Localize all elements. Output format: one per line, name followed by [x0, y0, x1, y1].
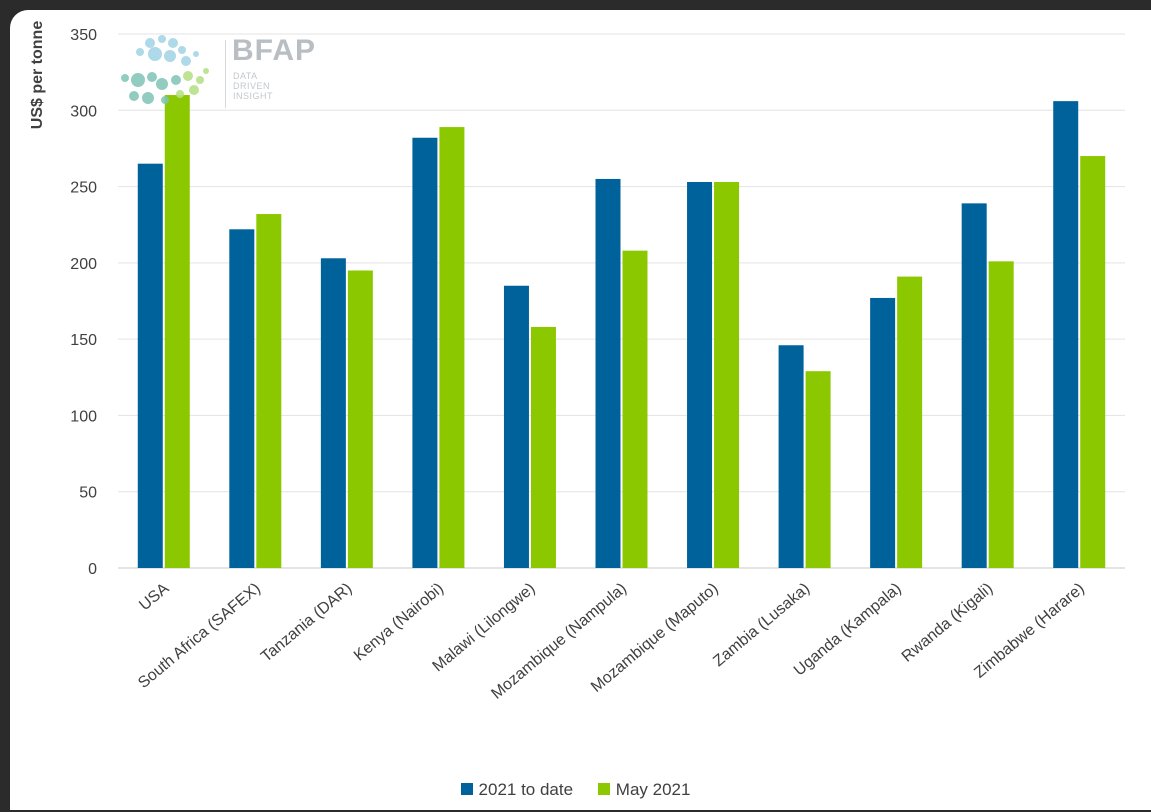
bar-series-1 [687, 181, 713, 568]
logo-tagline-line: INSIGHT [233, 91, 274, 101]
logo-brand-text: BFAP [232, 34, 317, 67]
legend-swatch [460, 782, 473, 795]
logo-tagline-line: DRIVEN [233, 81, 271, 91]
bar-series-2 [164, 95, 190, 569]
bar-series-1 [320, 258, 346, 568]
x-tick-label: Zambia (Lusaka) [710, 580, 813, 670]
y-tick-label: 0 [88, 561, 97, 578]
bar-series-2 [256, 214, 282, 568]
bar-series-2 [347, 270, 373, 568]
x-tick-label: Tanzania (DAR) [258, 580, 355, 666]
x-tick-label: USA [136, 580, 172, 614]
y-tick-label: 350 [70, 27, 97, 44]
logo-tagline-line: DATA [233, 71, 258, 81]
bar-series-2 [622, 250, 648, 568]
logo-tagline: DATA DRIVEN INSIGHT [233, 71, 273, 101]
legend-label: May 2021 [615, 780, 691, 799]
bar-series-2 [897, 276, 923, 568]
y-tick-label: 100 [70, 408, 97, 425]
bar-series-1 [870, 297, 896, 568]
legend-item-series-1: 2021 to date [460, 780, 574, 800]
bar-series-1 [595, 178, 621, 568]
y-tick-label: 200 [70, 256, 97, 273]
bar-series-1 [961, 203, 987, 568]
y-tick-label: 150 [70, 332, 97, 349]
bar-series-1 [503, 285, 529, 568]
x-tick-label: Kenya (Nairobi) [351, 580, 447, 664]
bar-series-1 [1053, 101, 1079, 568]
bfap-logo [110, 28, 340, 118]
bar-series-2 [988, 261, 1014, 568]
bars [137, 95, 1106, 569]
y-axis-label: US$ per tonne [29, 21, 46, 130]
bar-series-1 [229, 229, 255, 568]
y-tick-labels: 0 50 100 150 200 250 300 350 [70, 27, 97, 578]
x-tick-label: Rwanda (Kigali) [899, 580, 996, 666]
bar-series-2 [1080, 156, 1106, 569]
gridlines [118, 33, 1125, 569]
y-tick-label: 300 [70, 103, 97, 120]
bar-series-2 [714, 181, 740, 568]
legend-label: 2021 to date [478, 780, 574, 799]
bar-series-2 [805, 371, 831, 568]
bar-series-1 [778, 345, 804, 568]
bar-series-2 [439, 127, 465, 568]
bar-series-1 [137, 163, 163, 568]
bar-series-2 [530, 326, 556, 568]
chart-frame [10, 10, 1151, 810]
legend-swatch [597, 782, 610, 795]
bar-series-1 [412, 137, 438, 568]
y-tick-label: 250 [70, 180, 97, 197]
legend-item-series-2: May 2021 [597, 780, 691, 800]
chart-legend: 2021 to date May 2021 [0, 780, 1151, 800]
y-tick-label: 50 [79, 485, 97, 502]
